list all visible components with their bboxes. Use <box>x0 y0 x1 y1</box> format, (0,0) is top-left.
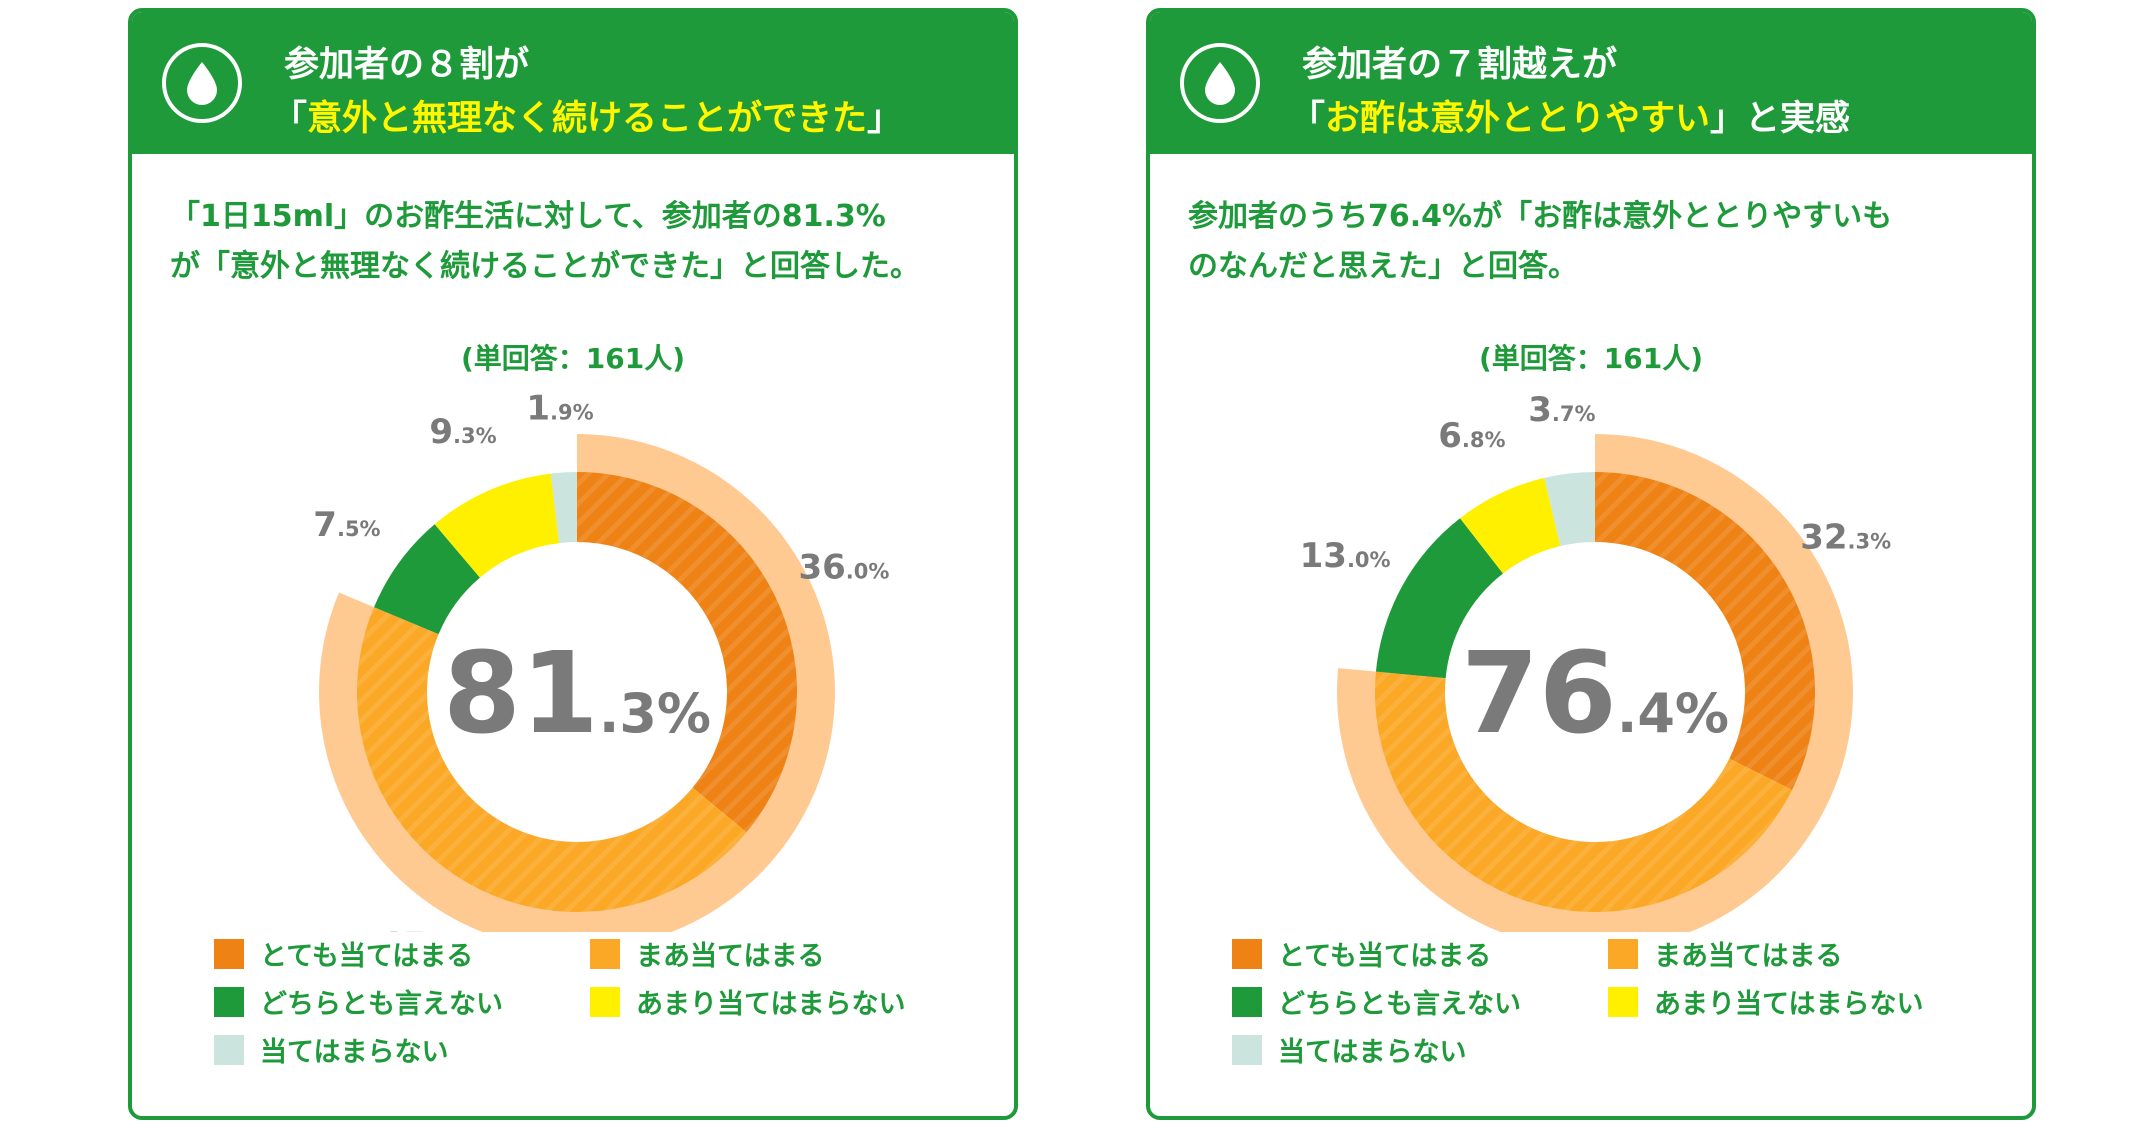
sample-note: (単回答：161人) <box>1478 342 1704 375</box>
water-drop-icon <box>1180 43 1260 123</box>
water-drop-icon <box>162 43 242 123</box>
slice-texture <box>1595 472 1815 790</box>
legend-swatch <box>1608 938 1638 969</box>
legend-item-not-true: 当てはまらない <box>1232 1030 1466 1070</box>
slice-label: 45.3% <box>379 925 470 932</box>
description-line1: 「1日15ml」のお酢生活に対して、参加者の81.3% <box>170 199 886 234</box>
slice-texture <box>1375 671 1793 913</box>
legend-item-neutral: どちらとも言えない <box>1232 982 1521 1022</box>
donut-slice <box>434 473 560 578</box>
slice-label: 1.9% <box>526 392 593 429</box>
donut-slice <box>1375 518 1503 679</box>
header-title-line2: 「お酢は意外ととりやすい」と実感 <box>1290 99 1851 139</box>
legend-item-somewhat-true: まあ当てはまる <box>1608 934 1842 974</box>
legend: とても当てはまる まあ当てはまる どちらとも言えない あまり当てはまらない 当て… <box>214 934 1014 1094</box>
header-title-line2: 「意外と無理なく続けることができた」 <box>272 99 903 139</box>
legend-swatch <box>214 1034 244 1065</box>
legend: とても当てはまる まあ当てはまる どちらとも言えない あまり当てはまらない 当て… <box>1232 934 2032 1094</box>
slice-label: 13.0% <box>1300 536 1391 576</box>
survey-card-2: 参加者の７割越えが 「お酢は意外ととりやすい」と実感 参加者のうち76.4%が「… <box>1146 8 2036 1120</box>
donut-slice <box>374 524 480 635</box>
center-value: 81.3% <box>443 629 711 759</box>
card-header: 参加者の７割越えが 「お酢は意外ととりやすい」と実感 <box>1150 12 2032 154</box>
legend-swatch <box>1608 986 1638 1017</box>
legend-item-somewhat-true: まあ当てはまる <box>590 934 824 974</box>
donut-slice <box>550 472 577 544</box>
donut-chart: 32.3%44.1%13.0%6.8%3.7%76.4% <box>1300 392 1891 932</box>
slice-label: 7.5% <box>313 505 380 545</box>
slice-texture <box>577 472 797 833</box>
slice-label: 32.3% <box>1800 518 1891 558</box>
description: 「1日15ml」のお酢生活に対して、参加者の81.3% が「意外と無理なく続ける… <box>170 192 990 292</box>
donut-hole <box>1447 544 1743 840</box>
legend-swatch <box>590 938 620 969</box>
slice-label: 6.8% <box>1438 416 1505 456</box>
legend-item-not-true: 当てはまらない <box>214 1030 448 1070</box>
donut-slice <box>1460 477 1561 574</box>
legend-swatch <box>1232 938 1262 969</box>
legend-item-very-true: とても当てはまる <box>1232 934 1491 974</box>
donut-hole <box>429 544 725 840</box>
card-header: 参加者の８割が 「意外と無理なく続けることができた」 <box>132 12 1014 154</box>
header-title-line1: 参加者の８割が <box>284 45 530 85</box>
legend-swatch <box>1232 1034 1262 1065</box>
legend-item-very-true: とても当てはまる <box>214 934 473 974</box>
description-line2: のなんだと思えた」と回答。 <box>1188 249 1578 284</box>
description: 参加者のうち76.4%が「お酢は意外ととりやすいも のなんだと思えた」と回答。 <box>1188 192 2008 292</box>
slice-label: 3.7% <box>1528 392 1595 430</box>
legend-item-not-very-true: あまり当てはまらない <box>1608 982 1923 1022</box>
donut-slice <box>1544 472 1595 547</box>
slice-label: 9.3% <box>429 412 496 452</box>
legend-swatch <box>214 938 244 969</box>
legend-item-neutral: どちらとも言えない <box>214 982 503 1022</box>
header-title-line1: 参加者の７割越えが <box>1302 45 1618 85</box>
legend-swatch <box>214 986 244 1017</box>
survey-card-1: 参加者の８割が 「意外と無理なく続けることができた」 「1日15ml」のお酢生活… <box>128 8 1018 1120</box>
center-value: 76.4% <box>1461 629 1729 759</box>
legend-swatch <box>590 986 620 1017</box>
legend-swatch <box>1232 986 1262 1017</box>
donut-chart: 36.0% 45.3% 7.5% 9.3% 1.9% 81.3% <box>313 392 889 932</box>
description-line1: 参加者のうち76.4%が「お酢は意外ととりやすいも <box>1188 199 1893 234</box>
description-line2: が「意外と無理なく続けることができた」と回答した。 <box>170 249 920 284</box>
legend-item-not-very-true: あまり当てはまらない <box>590 982 905 1022</box>
slice-label: 36.0% <box>798 547 889 587</box>
slice-texture <box>357 607 747 912</box>
sample-note: (単回答：161人) <box>460 342 686 375</box>
